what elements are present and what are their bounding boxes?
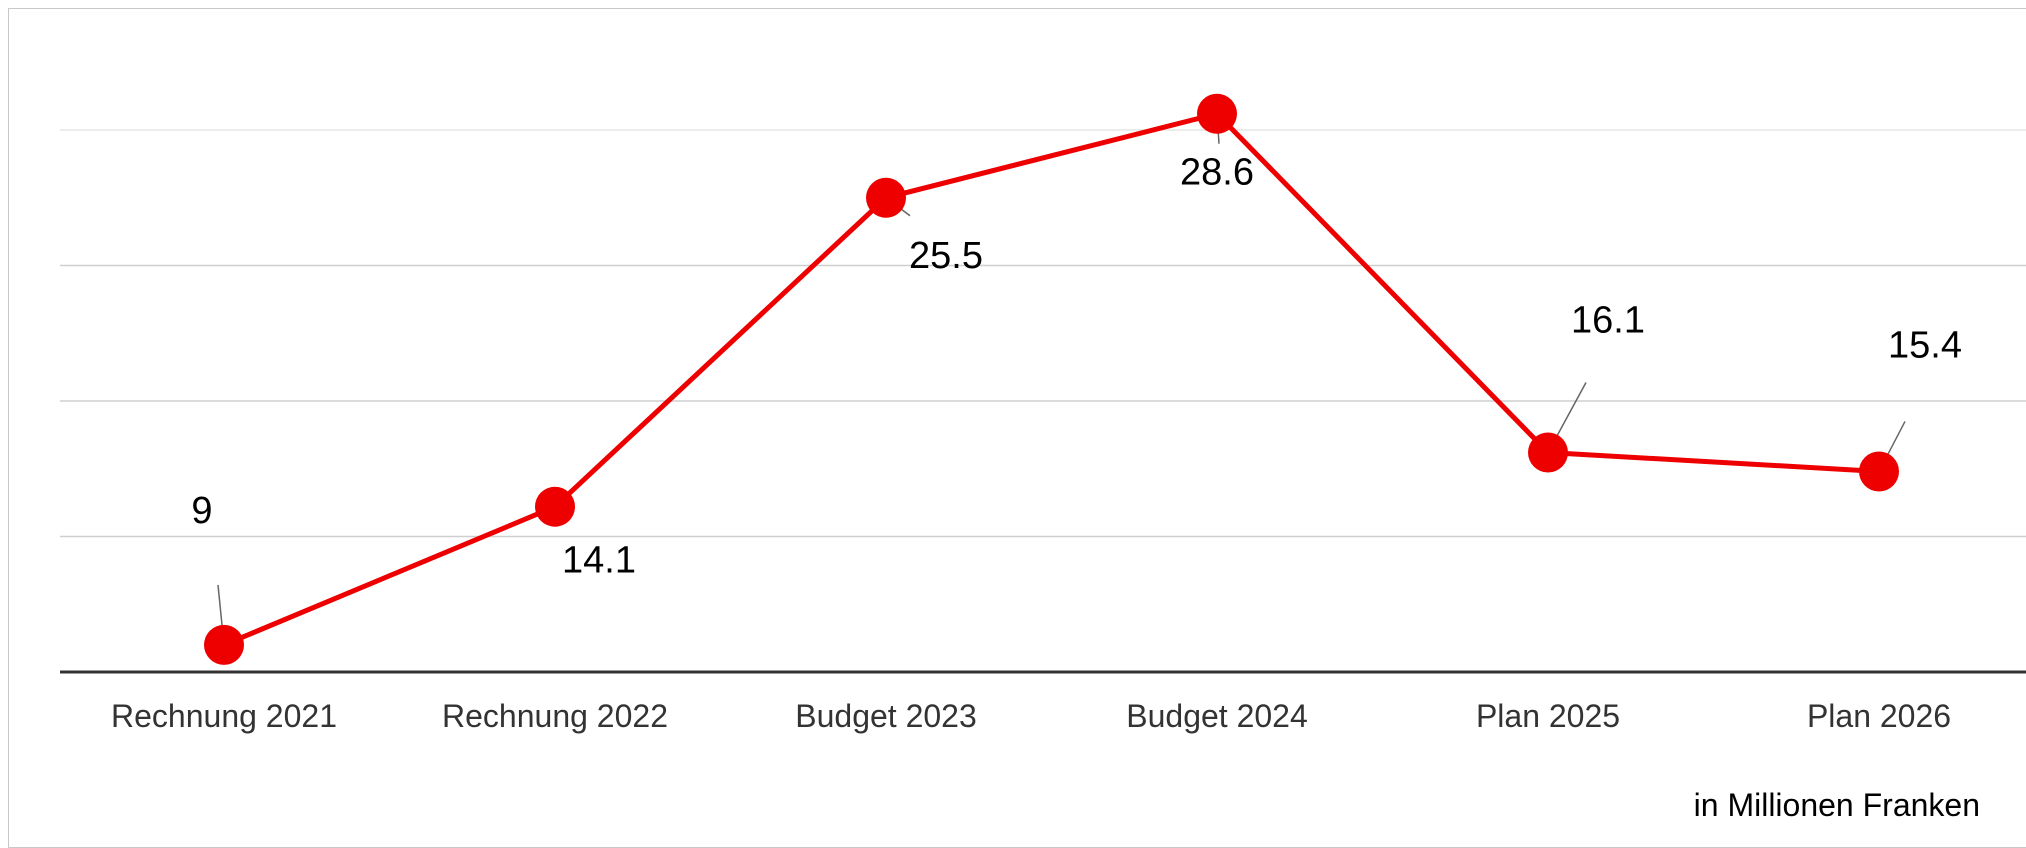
data-label: 28.6	[1180, 152, 1254, 194]
data-label: 16.1	[1571, 299, 1645, 341]
x-tick-label: Plan 2025	[1476, 698, 1620, 734]
data-point	[1528, 432, 1568, 473]
data-point	[1859, 451, 1899, 492]
data-point	[1197, 93, 1237, 134]
data-label: 14.1	[562, 540, 636, 582]
data-label: 9	[191, 490, 212, 532]
chart-frame	[8, 8, 2026, 848]
line-chart: Rechnung 2021 Rechnung 2022 Budget 2023 Bud…	[60, 93, 2026, 734]
data-point	[535, 486, 575, 527]
x-tick-label: Budget 2024	[1126, 698, 1308, 734]
x-tick-label: Plan 2026	[1807, 698, 1951, 734]
x-tick-label: Rechnung 2021	[111, 698, 337, 734]
x-tick-label: Rechnung 2022	[442, 698, 668, 734]
x-tick-label: Budget 2023	[795, 698, 977, 734]
data-point	[866, 177, 906, 218]
series-line	[223, 111, 1880, 648]
data-label: 25.5	[909, 235, 983, 277]
data-label: 15.4	[1888, 324, 1962, 366]
unit-note: in Millionen Franken	[1693, 787, 1980, 823]
data-point	[204, 624, 244, 665]
